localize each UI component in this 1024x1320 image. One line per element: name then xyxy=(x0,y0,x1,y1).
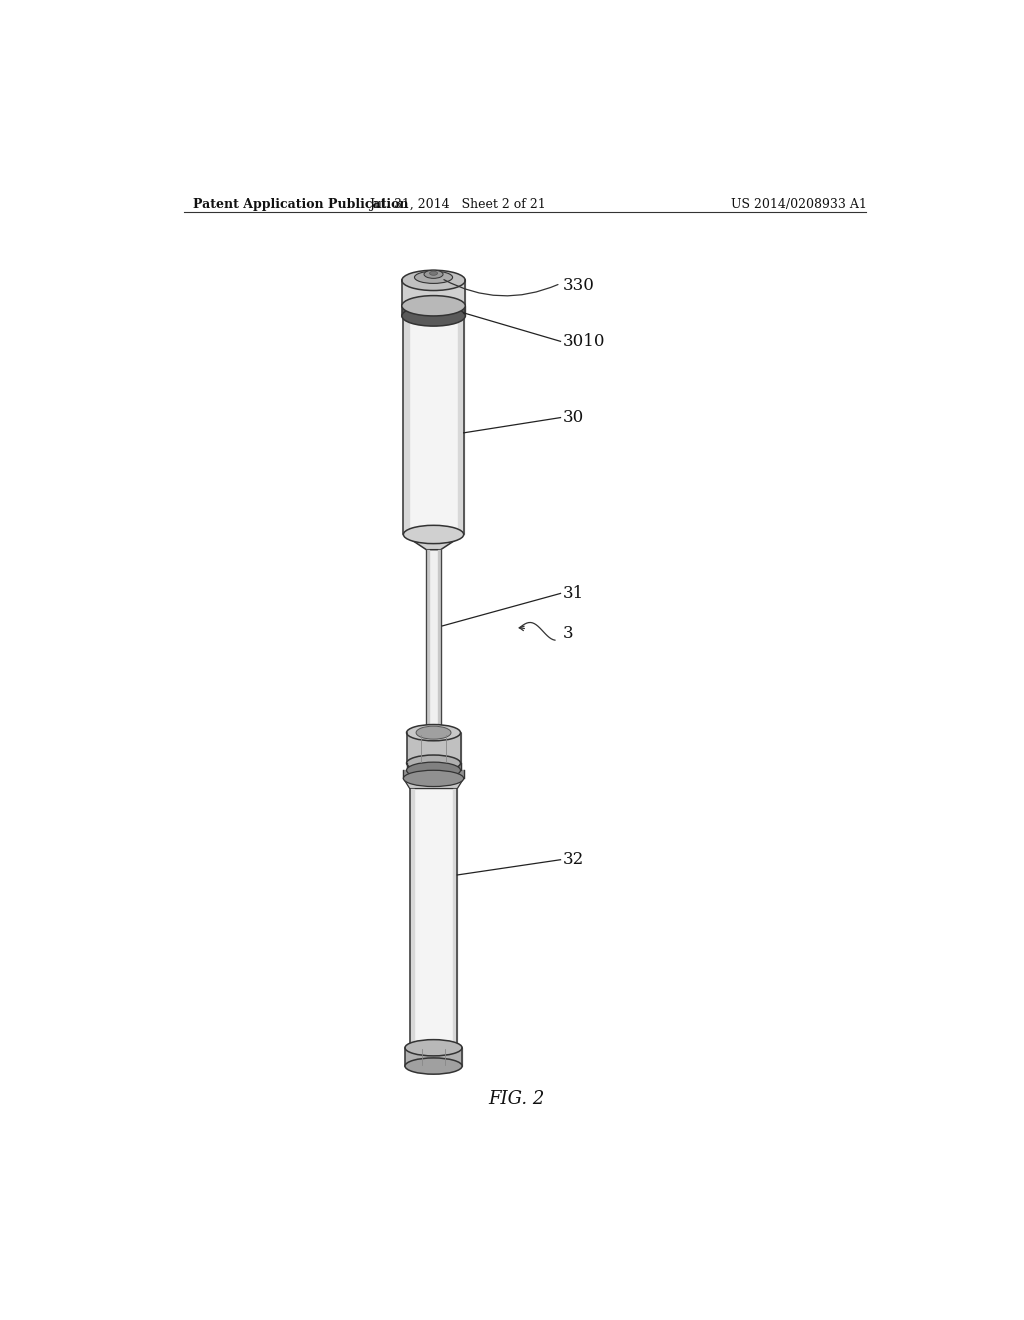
Text: 31: 31 xyxy=(563,585,584,602)
Ellipse shape xyxy=(415,271,453,284)
Text: 30: 30 xyxy=(563,409,584,426)
Ellipse shape xyxy=(401,271,465,290)
Ellipse shape xyxy=(404,1040,462,1056)
Ellipse shape xyxy=(403,771,464,787)
Text: Patent Application Publication: Patent Application Publication xyxy=(194,198,409,211)
Ellipse shape xyxy=(401,306,465,326)
Ellipse shape xyxy=(424,271,443,279)
Ellipse shape xyxy=(407,725,461,741)
Ellipse shape xyxy=(403,525,464,544)
Ellipse shape xyxy=(430,271,437,276)
Ellipse shape xyxy=(407,762,461,779)
Ellipse shape xyxy=(407,755,461,771)
Polygon shape xyxy=(403,779,464,788)
Text: 330: 330 xyxy=(563,277,595,294)
Text: 3: 3 xyxy=(563,624,573,642)
Ellipse shape xyxy=(404,1057,462,1074)
Ellipse shape xyxy=(401,296,465,315)
Text: US 2014/0208933 A1: US 2014/0208933 A1 xyxy=(731,198,867,211)
Ellipse shape xyxy=(416,726,451,739)
Text: Jul. 31, 2014   Sheet 2 of 21: Jul. 31, 2014 Sheet 2 of 21 xyxy=(369,198,546,211)
Text: 3010: 3010 xyxy=(563,333,605,350)
Text: 32: 32 xyxy=(563,851,584,869)
Polygon shape xyxy=(403,535,464,549)
FancyArrowPatch shape xyxy=(444,280,558,296)
Text: FIG. 2: FIG. 2 xyxy=(488,1089,545,1107)
